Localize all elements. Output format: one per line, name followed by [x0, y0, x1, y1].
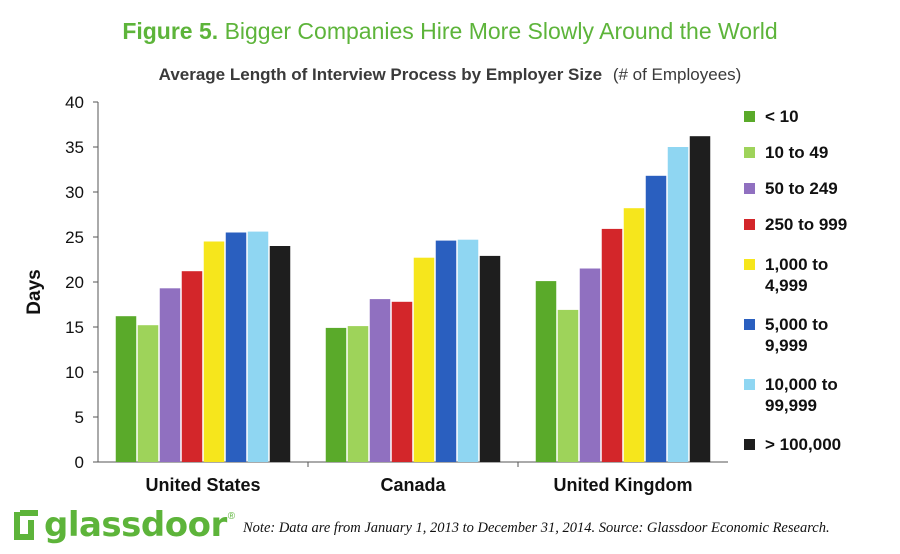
bar: [689, 136, 711, 462]
bar: [225, 232, 247, 462]
bar: [159, 288, 181, 462]
bar: [645, 175, 667, 463]
legend-label: 1,000 to 4,999: [765, 255, 829, 295]
y-axis-title: Days: [24, 269, 45, 314]
bar: [435, 240, 457, 462]
bar: [115, 316, 137, 462]
y-tick-label: 25: [65, 228, 84, 247]
legend-item: > 100,000: [744, 434, 885, 455]
legend-swatch: [744, 111, 755, 122]
legend-item: 1,000 to 4,999: [744, 254, 885, 296]
x-tick-label: United States: [145, 475, 260, 495]
y-tick-label: 40: [65, 93, 84, 112]
legend-item: 10,000 to 99,999: [744, 374, 885, 416]
legend-item: < 10: [744, 106, 885, 127]
bar: [557, 309, 579, 462]
y-tick-label: 15: [65, 318, 84, 337]
legend-swatch: [744, 259, 755, 270]
figure-title-text: Bigger Companies Hire More Slowly Around…: [224, 18, 778, 44]
chart-title: Average Length of Interview Process by E…: [158, 65, 603, 84]
y-tick-label: 10: [65, 363, 84, 382]
figure-number: Figure 5.: [122, 18, 219, 44]
bar: [369, 299, 391, 462]
registered-mark: ®: [227, 511, 236, 522]
bar: [137, 325, 159, 462]
x-tick-label: United Kingdom: [554, 475, 693, 495]
legend-label: 250 to 999: [765, 215, 848, 234]
legend-item: 5,000 to 9,999: [744, 314, 885, 356]
y-tick-label: 30: [65, 183, 84, 202]
bar: [347, 326, 369, 462]
legend-label: < 10: [765, 107, 799, 126]
y-tick-label: 35: [65, 138, 84, 157]
legend-swatch: [744, 147, 755, 158]
bar: [535, 281, 557, 462]
logo-wordmark: glassdoor: [44, 505, 227, 545]
legend-item: 250 to 999: [744, 214, 885, 235]
legend-label: 10,000 to 99,999: [765, 375, 838, 415]
y-tick-label: 20: [65, 273, 84, 292]
bar: [623, 208, 645, 462]
bar: [457, 239, 479, 462]
legend-item: 10 to 49: [744, 142, 885, 163]
bar: [181, 271, 203, 462]
legend-swatch: [744, 439, 755, 450]
chart-title-note: (# of Employees): [612, 65, 742, 84]
bar: [667, 147, 689, 462]
legend-swatch: [744, 219, 755, 230]
bar: [203, 241, 225, 462]
glassdoor-logo: glassdoor ®: [10, 505, 235, 545]
figure-title: Figure 5. Bigger Companies Hire More Slo…: [0, 18, 900, 45]
bar: [247, 231, 269, 462]
legend-label: > 100,000: [765, 435, 842, 454]
bar: [413, 257, 435, 462]
legend-swatch: [744, 319, 755, 330]
legend-label: 50 to 249: [765, 179, 838, 198]
legend-item: 50 to 249: [744, 178, 885, 199]
bar: [479, 255, 501, 462]
y-tick-label: 5: [75, 408, 84, 427]
legend-swatch: [744, 183, 755, 194]
bar: [391, 301, 413, 462]
y-tick-label: 0: [75, 453, 84, 472]
bar: [325, 327, 347, 462]
bar: [601, 228, 623, 462]
legend-label: 10 to 49: [765, 143, 829, 162]
legend-label: 5,000 to 9,999: [765, 315, 829, 355]
glassdoor-door-icon: [14, 510, 38, 540]
bar: [269, 246, 291, 462]
x-tick-label: Canada: [380, 475, 446, 495]
source-note: Note: Data are from January 1, 2013 to D…: [243, 520, 830, 536]
legend-swatch: [744, 379, 755, 390]
chart-subtitle: Average Length of Interview Process by E…: [0, 65, 900, 85]
bar: [579, 268, 601, 462]
